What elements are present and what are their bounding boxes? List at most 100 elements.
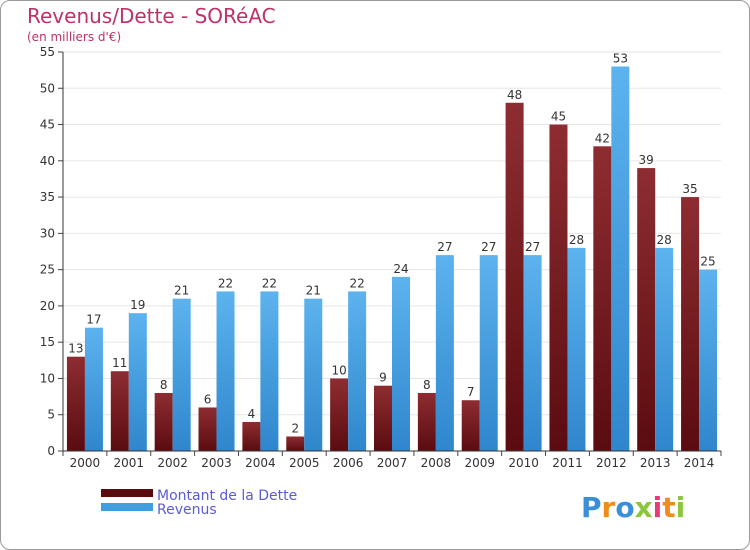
y-tick-label: 5 [47,408,55,422]
bar-revenus-2003 [216,291,235,451]
bar-debt-2010 [505,102,524,452]
x-tick-label-2011: 2011 [552,456,583,470]
data-label-revenus-2005: 21 [306,284,321,298]
bar-revenus-2005 [304,298,323,451]
y-tick-label: 50 [40,81,55,95]
legend-label-revenus: Revenus [157,502,217,518]
data-label-debt-2001: 11 [112,356,127,370]
y-tick-label: 15 [40,335,55,349]
x-tick-label-2014: 2014 [684,456,715,470]
bar-revenus-2008 [435,255,454,451]
bar-revenus-2013 [655,247,674,451]
x-tick-label-2006: 2006 [333,456,364,470]
logo-letter: x [635,491,653,524]
data-label-debt-2011: 45 [551,110,566,124]
y-tick-label: 30 [40,226,55,240]
x-tick-label-2004: 2004 [245,456,276,470]
data-label-revenus-2003: 22 [218,276,233,290]
x-tick-label-2012: 2012 [596,456,627,470]
y-tick-label: 20 [40,299,55,313]
chart-subtitle: (en milliers d'€) [27,30,121,44]
proxiti-logo: Proxiti [581,491,685,524]
data-label-debt-2005: 2 [291,421,299,435]
data-label-revenus-2006: 22 [349,276,364,290]
logo-letter: r [602,491,616,524]
axes [62,52,721,452]
data-label-debt-2007: 9 [379,371,387,385]
legend-swatch-revenus [101,503,153,511]
x-tick-label-2003: 2003 [201,456,232,470]
data-label-revenus-2012: 53 [613,52,628,66]
logo-letter: P [581,491,602,524]
bar-revenus-2007 [392,276,410,451]
legend: Montant de la Dette Revenus [101,488,297,518]
logo-letter: i [653,491,663,524]
data-label-revenus-2008: 27 [437,240,452,254]
bar-debt-2008 [417,392,436,451]
data-label-revenus-2004: 22 [262,276,277,290]
data-label-revenus-2013: 28 [657,233,672,247]
y-tick-label: 45 [40,118,55,132]
y-tick-label: 35 [40,190,55,204]
y-tick-label: 40 [40,154,55,168]
bar-debt-2012 [593,146,612,452]
bar-revenus-2004 [260,291,279,451]
bar-revenus-2006 [348,291,367,451]
data-label-debt-2012: 42 [595,131,610,145]
y-tick-label: 25 [40,263,55,277]
data-labels: 1317111982162242222110229248277274827452… [68,52,715,436]
data-label-debt-2010: 48 [507,88,522,102]
y-tick-label: 55 [40,45,55,59]
y-tick-label: 10 [40,371,55,385]
x-tick-label-2010: 2010 [508,456,539,470]
bar-debt-2006 [330,378,349,451]
bar-debt-2000 [66,356,85,451]
bar-debt-2003 [198,407,217,451]
data-label-debt-2000: 13 [68,342,83,356]
bar-revenus-2010 [523,255,542,451]
x-tick-label-2000: 2000 [70,456,101,470]
y-tick-label: 0 [47,444,55,458]
bar-debt-2007 [374,385,392,451]
bar-revenus-2002 [172,298,191,451]
data-label-revenus-2011: 28 [569,233,584,247]
x-tick-label-2002: 2002 [157,456,188,470]
data-label-debt-2009: 7 [467,385,475,399]
bar-debt-2004 [242,421,261,451]
bar-revenus-2011 [567,247,586,451]
data-label-revenus-2007: 24 [393,262,408,276]
legend-label-debt: Montant de la Dette [157,488,297,504]
bar-debt-2005 [286,436,305,451]
bar-debt-2002 [154,392,173,451]
data-label-revenus-2009: 27 [481,240,496,254]
legend-swatch-debt [101,489,153,497]
x-tick-label-2001: 2001 [114,456,145,470]
x-tick-label-2007: 2007 [377,456,408,470]
data-label-debt-2006: 10 [331,363,346,377]
data-label-revenus-2002: 21 [174,284,189,298]
logo-letter: i [676,491,686,524]
logo: Proxiti [581,491,685,524]
bar-debt-2013 [637,168,656,451]
bar-revenus-2000 [84,327,103,451]
x-tick-label-2008: 2008 [421,456,452,470]
chart-title: Revenus/Dette - SORéAC [27,4,276,28]
data-label-debt-2003: 6 [204,392,212,406]
bar-revenus-2009 [479,255,498,451]
x-tick-label-2005: 2005 [289,456,320,470]
data-label-revenus-2001: 19 [130,298,145,312]
bar-debt-2011 [549,124,568,451]
logo-letter: o [615,491,634,524]
data-label-debt-2002: 8 [160,378,168,392]
data-label-debt-2013: 39 [639,153,654,167]
data-label-debt-2008: 8 [423,378,431,392]
data-label-revenus-2010: 27 [525,240,540,254]
data-label-revenus-2000: 17 [86,313,101,327]
bar-debt-2001 [110,371,129,451]
bar-debt-2009 [461,400,480,451]
data-label-debt-2014: 35 [682,182,697,196]
data-label-debt-2004: 4 [248,407,256,421]
y-axis-ticks: 0 5 10 15 20 25 30 35 40 45 50 55 [40,45,63,458]
